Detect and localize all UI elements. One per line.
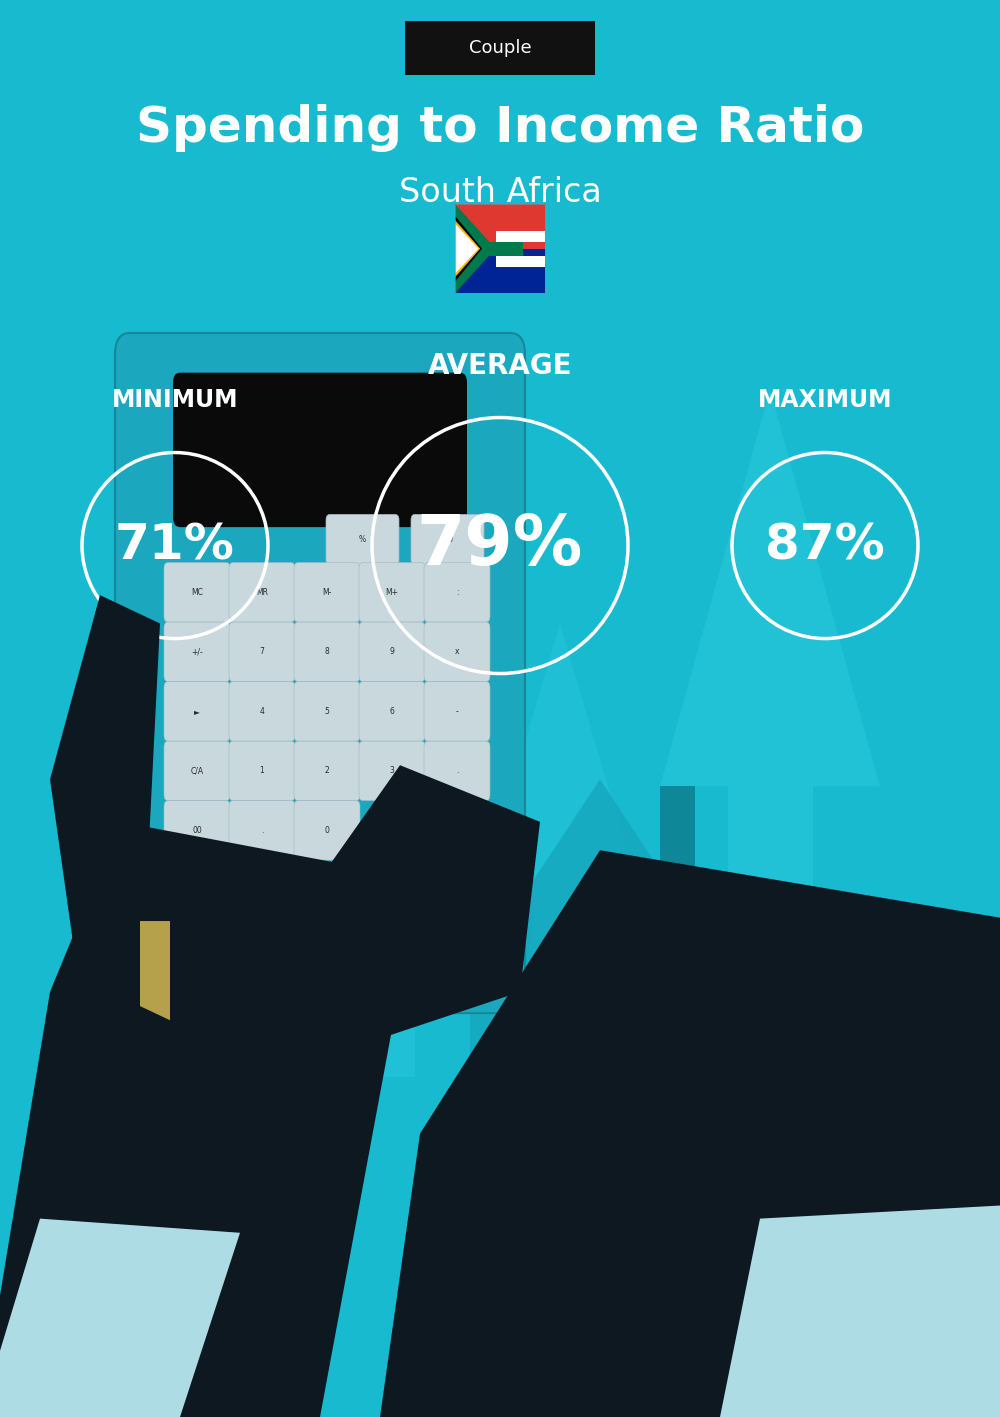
Text: 87%: 87% bbox=[765, 521, 885, 570]
Polygon shape bbox=[140, 921, 170, 1020]
Text: Spending to Income Ratio: Spending to Income Ratio bbox=[136, 103, 864, 152]
Text: 79%: 79% bbox=[417, 512, 583, 580]
Text: MAXIMUM: MAXIMUM bbox=[758, 388, 892, 411]
Bar bbox=[345, 850, 415, 1077]
Bar bbox=[496, 256, 545, 266]
Text: MC: MC bbox=[191, 588, 203, 597]
Bar bbox=[760, 1186, 860, 1206]
Polygon shape bbox=[455, 204, 496, 293]
Text: $: $ bbox=[842, 1195, 868, 1229]
FancyBboxPatch shape bbox=[229, 801, 295, 860]
Bar bbox=[760, 1277, 860, 1297]
Polygon shape bbox=[455, 779, 745, 999]
FancyBboxPatch shape bbox=[326, 514, 399, 565]
Text: x: x bbox=[455, 648, 459, 656]
Text: Couple: Couple bbox=[469, 40, 531, 57]
FancyBboxPatch shape bbox=[424, 563, 490, 622]
Text: +/-: +/- bbox=[191, 648, 203, 656]
FancyBboxPatch shape bbox=[115, 333, 525, 1013]
Bar bbox=[455, 204, 545, 249]
Bar bbox=[760, 1231, 860, 1251]
FancyBboxPatch shape bbox=[173, 373, 467, 527]
FancyBboxPatch shape bbox=[294, 563, 360, 622]
Ellipse shape bbox=[835, 1043, 875, 1068]
FancyBboxPatch shape bbox=[405, 21, 595, 75]
Text: 71%: 71% bbox=[115, 521, 235, 570]
Text: -: - bbox=[456, 707, 458, 716]
Text: 3: 3 bbox=[390, 767, 394, 775]
Text: 6: 6 bbox=[390, 707, 394, 716]
Text: 5: 5 bbox=[325, 707, 329, 716]
Polygon shape bbox=[455, 215, 482, 282]
FancyBboxPatch shape bbox=[164, 563, 230, 622]
Polygon shape bbox=[478, 241, 522, 256]
Text: 8: 8 bbox=[325, 648, 329, 656]
Text: :: : bbox=[456, 588, 458, 597]
Polygon shape bbox=[485, 623, 635, 879]
FancyBboxPatch shape bbox=[359, 563, 425, 622]
FancyBboxPatch shape bbox=[229, 622, 295, 682]
Polygon shape bbox=[290, 538, 470, 850]
Bar bbox=[455, 249, 545, 293]
FancyBboxPatch shape bbox=[164, 801, 230, 860]
Bar bbox=[760, 1209, 860, 1229]
FancyBboxPatch shape bbox=[359, 741, 425, 801]
Text: M+: M+ bbox=[386, 588, 398, 597]
FancyBboxPatch shape bbox=[294, 801, 360, 860]
FancyBboxPatch shape bbox=[164, 682, 230, 741]
Polygon shape bbox=[455, 224, 478, 273]
Polygon shape bbox=[50, 595, 160, 1020]
FancyBboxPatch shape bbox=[411, 514, 484, 565]
Bar bbox=[760, 1254, 860, 1274]
Bar bbox=[496, 231, 545, 241]
Ellipse shape bbox=[828, 1054, 883, 1091]
FancyBboxPatch shape bbox=[359, 682, 425, 741]
Text: 1: 1 bbox=[260, 767, 264, 775]
Ellipse shape bbox=[765, 1074, 945, 1321]
Polygon shape bbox=[0, 822, 420, 1417]
Bar bbox=[533, 879, 588, 1049]
FancyBboxPatch shape bbox=[164, 622, 230, 682]
Polygon shape bbox=[380, 850, 1000, 1417]
FancyBboxPatch shape bbox=[294, 682, 360, 741]
Text: 2: 2 bbox=[325, 767, 329, 775]
Text: .: . bbox=[456, 767, 458, 775]
Bar bbox=[470, 999, 730, 1311]
FancyBboxPatch shape bbox=[229, 741, 295, 801]
Text: MINIMUM: MINIMUM bbox=[112, 388, 238, 411]
FancyBboxPatch shape bbox=[294, 741, 360, 801]
Bar bbox=[660, 786, 695, 900]
FancyBboxPatch shape bbox=[294, 622, 360, 682]
Bar bbox=[570, 1155, 625, 1311]
Polygon shape bbox=[320, 765, 540, 1049]
Text: 7: 7 bbox=[260, 648, 264, 656]
FancyBboxPatch shape bbox=[424, 622, 490, 682]
Text: MR: MR bbox=[256, 588, 268, 597]
Text: AVERAGE: AVERAGE bbox=[428, 351, 572, 380]
FancyBboxPatch shape bbox=[424, 741, 490, 801]
Text: ►: ► bbox=[194, 707, 200, 716]
FancyBboxPatch shape bbox=[424, 682, 490, 741]
Text: South Africa: South Africa bbox=[399, 176, 601, 210]
Polygon shape bbox=[720, 1204, 1000, 1417]
Text: 0: 0 bbox=[325, 826, 329, 835]
Text: 9: 9 bbox=[390, 648, 394, 656]
Text: C/A: C/A bbox=[190, 767, 204, 775]
Bar bbox=[728, 786, 812, 1070]
FancyBboxPatch shape bbox=[359, 622, 425, 682]
Text: 4: 4 bbox=[260, 707, 264, 716]
FancyBboxPatch shape bbox=[229, 563, 295, 622]
Text: MU: MU bbox=[441, 536, 453, 544]
Text: M-: M- bbox=[322, 588, 332, 597]
Polygon shape bbox=[660, 390, 880, 786]
Text: .: . bbox=[261, 826, 263, 835]
FancyBboxPatch shape bbox=[229, 682, 295, 741]
Polygon shape bbox=[0, 1219, 240, 1417]
Polygon shape bbox=[455, 220, 480, 278]
FancyBboxPatch shape bbox=[164, 741, 230, 801]
Text: 00: 00 bbox=[192, 826, 202, 835]
Text: %: % bbox=[358, 536, 366, 544]
